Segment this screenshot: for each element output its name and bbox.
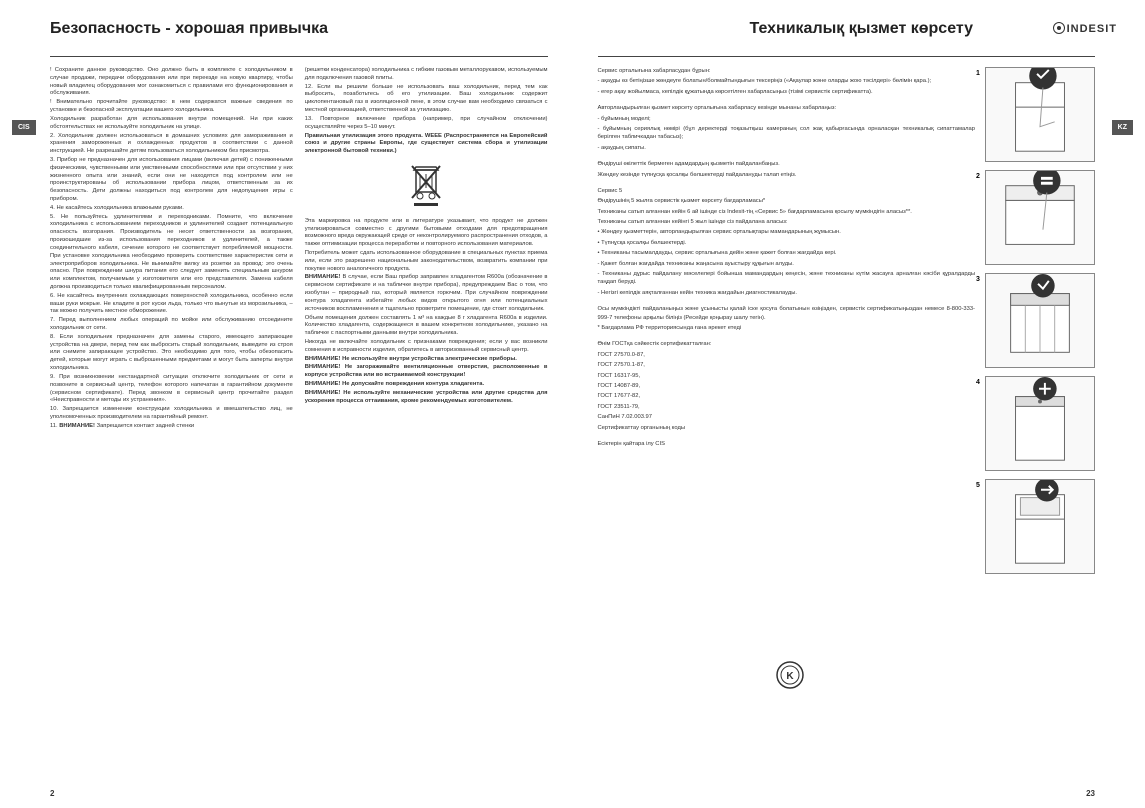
tab-cis: CIS bbox=[12, 120, 36, 135]
body-text: 6. Не касайтесь внутренних охлаждающих п… bbox=[50, 293, 293, 316]
body-text: Потребитель может сдать использованное о… bbox=[305, 250, 548, 273]
body-text: 2. Холодильник должен использоваться в д… bbox=[50, 133, 293, 156]
body-text: 3. Прибор не предназначен для использова… bbox=[50, 157, 293, 204]
body-text: ! Внимательно прочитайте руководство: в … bbox=[50, 99, 293, 115]
body-text: - ақауды өз бетіңізше жөндеуге болатын/б… bbox=[598, 77, 976, 85]
body-text: 8. Если холодильник предназначен для зам… bbox=[50, 334, 293, 373]
left-columns: ! Сохраните данное руководство. Оно долж… bbox=[50, 67, 548, 432]
body-text: ГОСТ 14087-89, bbox=[598, 382, 976, 390]
body-text: ГОСТ 16317-95, bbox=[598, 372, 976, 380]
right-heading: Техникалық қызмет көрсету bbox=[598, 20, 1096, 38]
svg-text:K: K bbox=[786, 671, 794, 682]
body-text: ГОСТ 27570.1-87, bbox=[598, 361, 976, 369]
body-text: - бұйымның сериялық нөмірі (бұл деректер… bbox=[598, 125, 976, 142]
body-text: ГОСТ 17677-82, bbox=[598, 392, 976, 400]
cert-mark-icon: K bbox=[775, 660, 805, 695]
left-page: CIS Безопасность - хорошая привычка ! Со… bbox=[0, 0, 573, 808]
right-page: KZ INDESIT Техникалық қызмет көрсету Сер… bbox=[573, 0, 1145, 808]
page-num-right: 23 bbox=[1086, 789, 1095, 798]
brand-logo: INDESIT bbox=[1053, 22, 1117, 35]
diagram-1: 1 bbox=[985, 67, 1095, 162]
page-num-left: 2 bbox=[50, 789, 54, 798]
body-text: Өндірушінің 5 жылға сервистік қызмет көр… bbox=[598, 197, 976, 205]
body-text: ГОСТ 23511-79, bbox=[598, 403, 976, 411]
body-text: Объем помещения должен составлять 1 м³ н… bbox=[305, 315, 548, 338]
body-text: • Техниканы тасымалдауды, сервис орталығ… bbox=[598, 249, 976, 257]
body-text: Сертификаттау органының коды bbox=[598, 424, 976, 432]
body-text: - бұйымның моделі; bbox=[598, 115, 976, 123]
divider bbox=[50, 56, 548, 57]
weee-icon bbox=[305, 162, 548, 212]
body-text: ВНИМАНИЕ! В случае, если Ваш прибор запр… bbox=[305, 274, 548, 313]
body-text: • Түпнұсқа қосалқы бөлшектерді. bbox=[598, 239, 976, 247]
body-text: • Жөндеу қызметтерін, авторландырылған с… bbox=[598, 228, 976, 236]
body-text: Өнім ГОСТқа сәйкестік сертификатталған: bbox=[598, 340, 976, 348]
body-text: Техниканы сатып алғаннан кейінгі 5 жыл і… bbox=[598, 218, 976, 226]
body-text: Сервис орталығына хабарласудан бұрын: bbox=[598, 67, 976, 75]
body-text: ВНИМАНИЕ! Не используйте механические ус… bbox=[305, 390, 548, 406]
body-text: Осы мүмкіндікті пайдаланыңыз және ұсыныс… bbox=[598, 305, 976, 322]
left-heading: Безопасность - хорошая привычка bbox=[50, 20, 548, 38]
body-text: ВНИМАНИЕ! Не используйте внутри устройст… bbox=[305, 356, 548, 364]
body-text: - Негізгі кепілдік аяқталғаннан кейін те… bbox=[598, 289, 976, 297]
body-text: 12. Если вы решили больше не использоват… bbox=[305, 84, 548, 115]
right-text-column: Сервис орталығына хабарласудан бұрын: - а… bbox=[598, 67, 976, 574]
body-text: Есіктерін қайтара ілу CIS bbox=[598, 440, 976, 448]
body-text: Холодильник разработан для использования… bbox=[50, 116, 293, 132]
tab-kz: KZ bbox=[1112, 120, 1133, 135]
body-text: 5. Не пользуйтесь удлинителями и переход… bbox=[50, 214, 293, 292]
right-layout: Сервис орталығына хабарласудан бұрын: - а… bbox=[598, 67, 1096, 574]
body-text: - Техниканы дұрыс пайдалану мәселелері б… bbox=[598, 270, 976, 287]
body-text: 9. При возникновении нестандартной ситуа… bbox=[50, 374, 293, 405]
body-text: Жөндеу кезінде түпнұсқа қосалқы бөлшекте… bbox=[598, 171, 976, 179]
body-text: 7. Перед выполнением любых операций по м… bbox=[50, 317, 293, 333]
left-col2: (решетки конденсатора) холодильника с ги… bbox=[305, 67, 548, 432]
body-text: СанПиН 7.02.003.97 bbox=[598, 413, 976, 421]
body-text: Сервис 5 bbox=[598, 187, 976, 195]
diagram-3: 3 bbox=[985, 273, 1095, 368]
logo-icon bbox=[1053, 22, 1065, 34]
body-text: ВНИМАНИЕ! Не загораживайте вентиляционны… bbox=[305, 364, 548, 380]
body-text: (решетки конденсатора) холодильника с ги… bbox=[305, 67, 548, 83]
diagram-column: 12345 bbox=[985, 67, 1095, 574]
body-text: - ақаудың сипаты. bbox=[598, 144, 976, 152]
body-text: ! Сохраните данное руководство. Оно долж… bbox=[50, 67, 293, 98]
body-text: Никогда не включайте холодильник с призн… bbox=[305, 339, 548, 355]
body-text: Эта маркировка на продукте или в литерат… bbox=[305, 218, 548, 249]
body-text: Правильная утилизация этого продукта. WE… bbox=[305, 133, 548, 156]
body-text: - егер ақау жойылмаса, кепілдік құжатынд… bbox=[598, 88, 976, 96]
diagram-2: 2 bbox=[985, 170, 1095, 265]
body-text: Техниканы сатып алғаннан кейін 6 ай ішін… bbox=[598, 208, 976, 216]
diagram-4: 4 bbox=[985, 376, 1095, 471]
body-text: 4. Не касайтесь холодильника влажными ру… bbox=[50, 205, 293, 213]
body-text: - Қажет болған жағдайда техниканы жаңасы… bbox=[598, 260, 976, 268]
body-text: ВНИМАНИЕ! Не допускайте повреждения конт… bbox=[305, 381, 548, 389]
body-text: Авторландырылған қызмет көрсету орталығы… bbox=[598, 104, 976, 112]
divider bbox=[598, 56, 1096, 57]
body-text: 11. ВНИМАНИЕ! Запрещается контакт задней… bbox=[50, 423, 293, 431]
body-text: 13. Повторное включение прибора (наприме… bbox=[305, 116, 548, 132]
diagram-5: 5 bbox=[985, 479, 1095, 574]
body-text: * Бағдарлама РФ территориясында ғана әре… bbox=[598, 324, 976, 332]
body-text: 10. Запрещается изменение конструкции хо… bbox=[50, 406, 293, 422]
left-col1: ! Сохраните данное руководство. Оно долж… bbox=[50, 67, 293, 432]
body-text: Өндіруші өкілеттік бермеген адамдардың қ… bbox=[598, 160, 976, 168]
body-text: ГОСТ 27570.0-87, bbox=[598, 351, 976, 359]
